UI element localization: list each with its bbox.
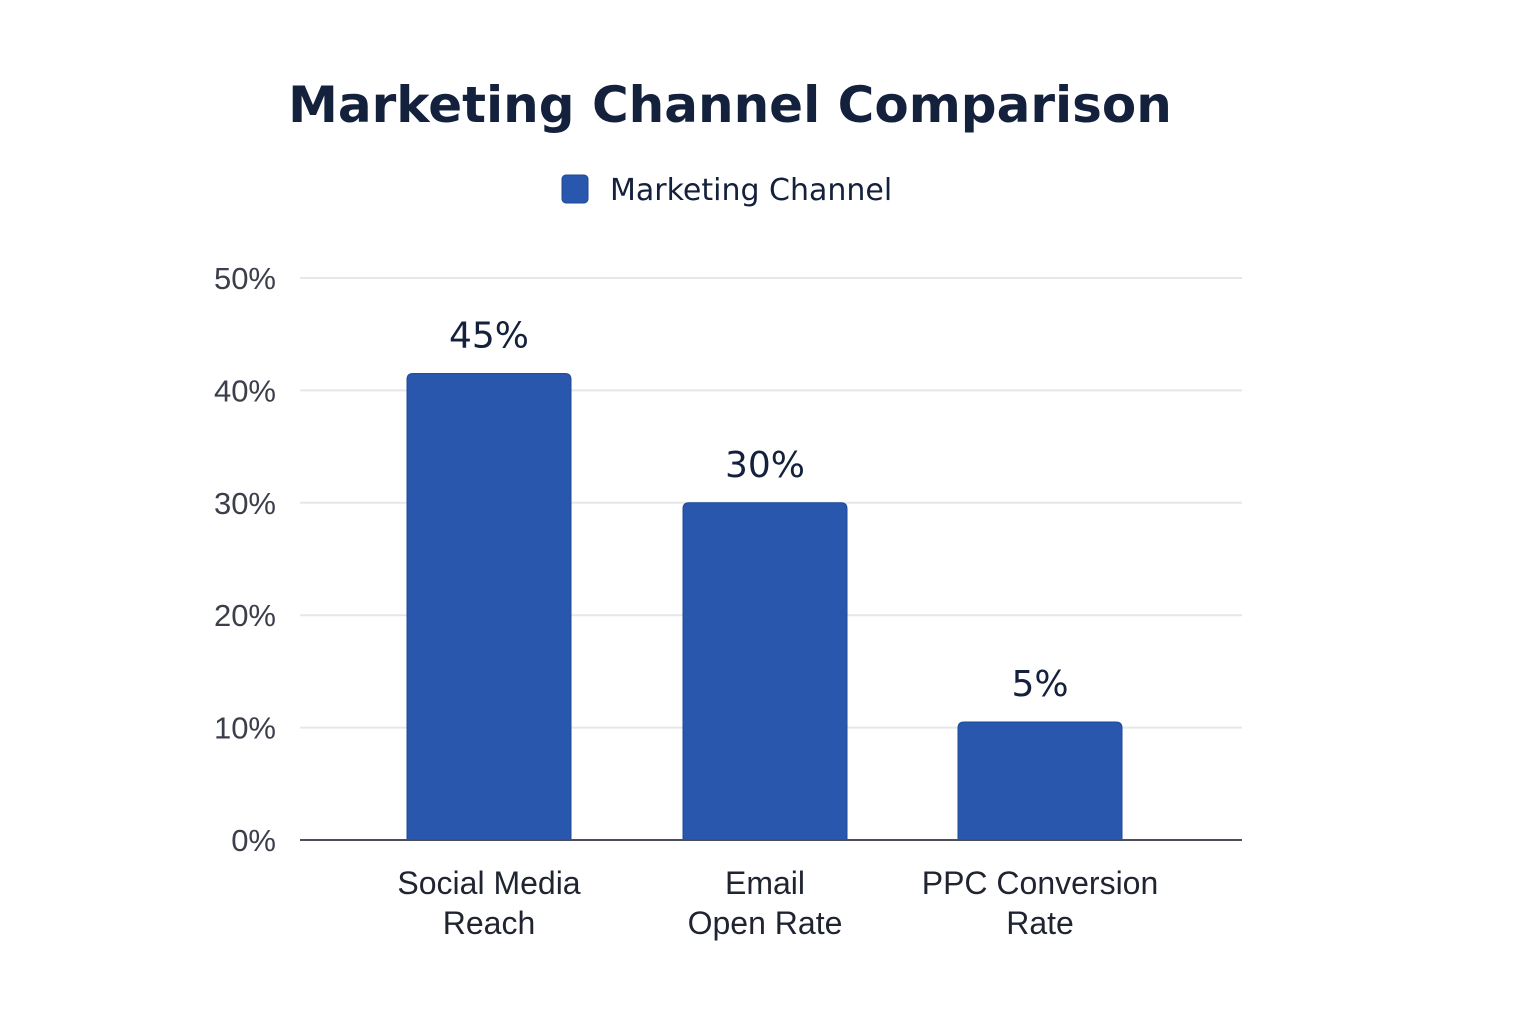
chart-title: Marketing Channel Comparison: [288, 76, 1172, 134]
x-category-label: Email Open Rate: [688, 865, 843, 941]
x-category-label-line: PPC Conversion: [922, 865, 1159, 901]
bar: [406, 373, 572, 841]
legend-swatch: [561, 174, 589, 204]
y-tick-label: 40%: [214, 373, 276, 408]
x-axis-category-labels: Social Media Reach Email Open Rate PPC Conve…: [397, 865, 1158, 941]
x-category-label-line: Reach: [443, 905, 536, 941]
x-category-label: PPC Conversion Rate: [922, 865, 1159, 941]
x-category-label-line: Open Rate: [688, 905, 843, 941]
legend-label: Marketing Channel: [610, 173, 892, 208]
bar-data-label: 5%: [1011, 664, 1068, 705]
y-tick-label: 0%: [231, 823, 276, 858]
x-category-label: Social Media Reach: [397, 865, 580, 941]
bars: [406, 373, 1123, 841]
y-tick-label: 50%: [214, 261, 276, 296]
x-category-label-line: Email: [725, 865, 805, 901]
bar: [957, 721, 1123, 841]
bar-data-label: 30%: [725, 445, 805, 486]
bar: [682, 502, 848, 841]
legend: Marketing Channel: [561, 173, 892, 208]
data-labels: 45% 30% 5%: [449, 316, 1069, 705]
x-category-label-line: Rate: [1006, 905, 1074, 941]
bar-data-label: 45%: [449, 316, 529, 357]
y-tick-label: 20%: [214, 598, 276, 633]
y-axis-tick-labels: 0% 10% 20% 30% 40% 50%: [214, 261, 276, 858]
y-tick-label: 30%: [214, 486, 276, 521]
x-category-label-line: Social Media: [397, 865, 580, 901]
y-tick-label: 10%: [214, 711, 276, 746]
